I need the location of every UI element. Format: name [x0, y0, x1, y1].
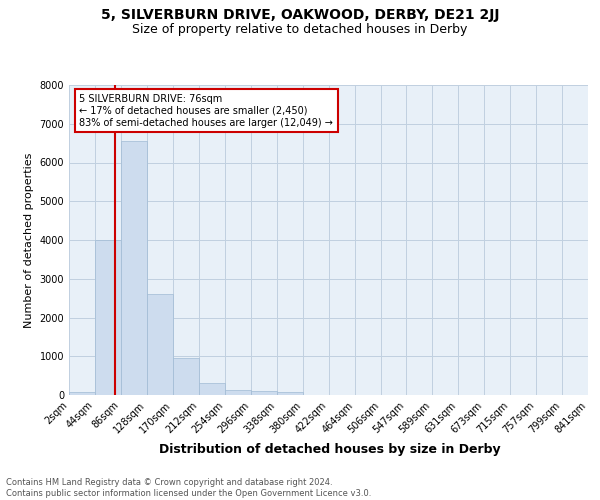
Bar	[225, 390, 251, 395]
Text: 5, SILVERBURN DRIVE, OAKWOOD, DERBY, DE21 2JJ: 5, SILVERBURN DRIVE, OAKWOOD, DERBY, DE2…	[101, 8, 499, 22]
Text: Contains HM Land Registry data © Crown copyright and database right 2024.
Contai: Contains HM Land Registry data © Crown c…	[6, 478, 371, 498]
Bar	[69, 392, 95, 395]
Bar	[95, 240, 121, 395]
Bar	[121, 141, 147, 395]
Bar	[147, 294, 173, 395]
Bar	[277, 392, 303, 395]
Bar	[173, 358, 199, 395]
Text: Distribution of detached houses by size in Derby: Distribution of detached houses by size …	[159, 442, 501, 456]
Y-axis label: Number of detached properties: Number of detached properties	[24, 152, 34, 328]
Bar	[251, 391, 277, 395]
Text: Size of property relative to detached houses in Derby: Size of property relative to detached ho…	[133, 22, 467, 36]
Bar	[199, 384, 225, 395]
Text: 5 SILVERBURN DRIVE: 76sqm
← 17% of detached houses are smaller (2,450)
83% of se: 5 SILVERBURN DRIVE: 76sqm ← 17% of detac…	[79, 94, 333, 128]
